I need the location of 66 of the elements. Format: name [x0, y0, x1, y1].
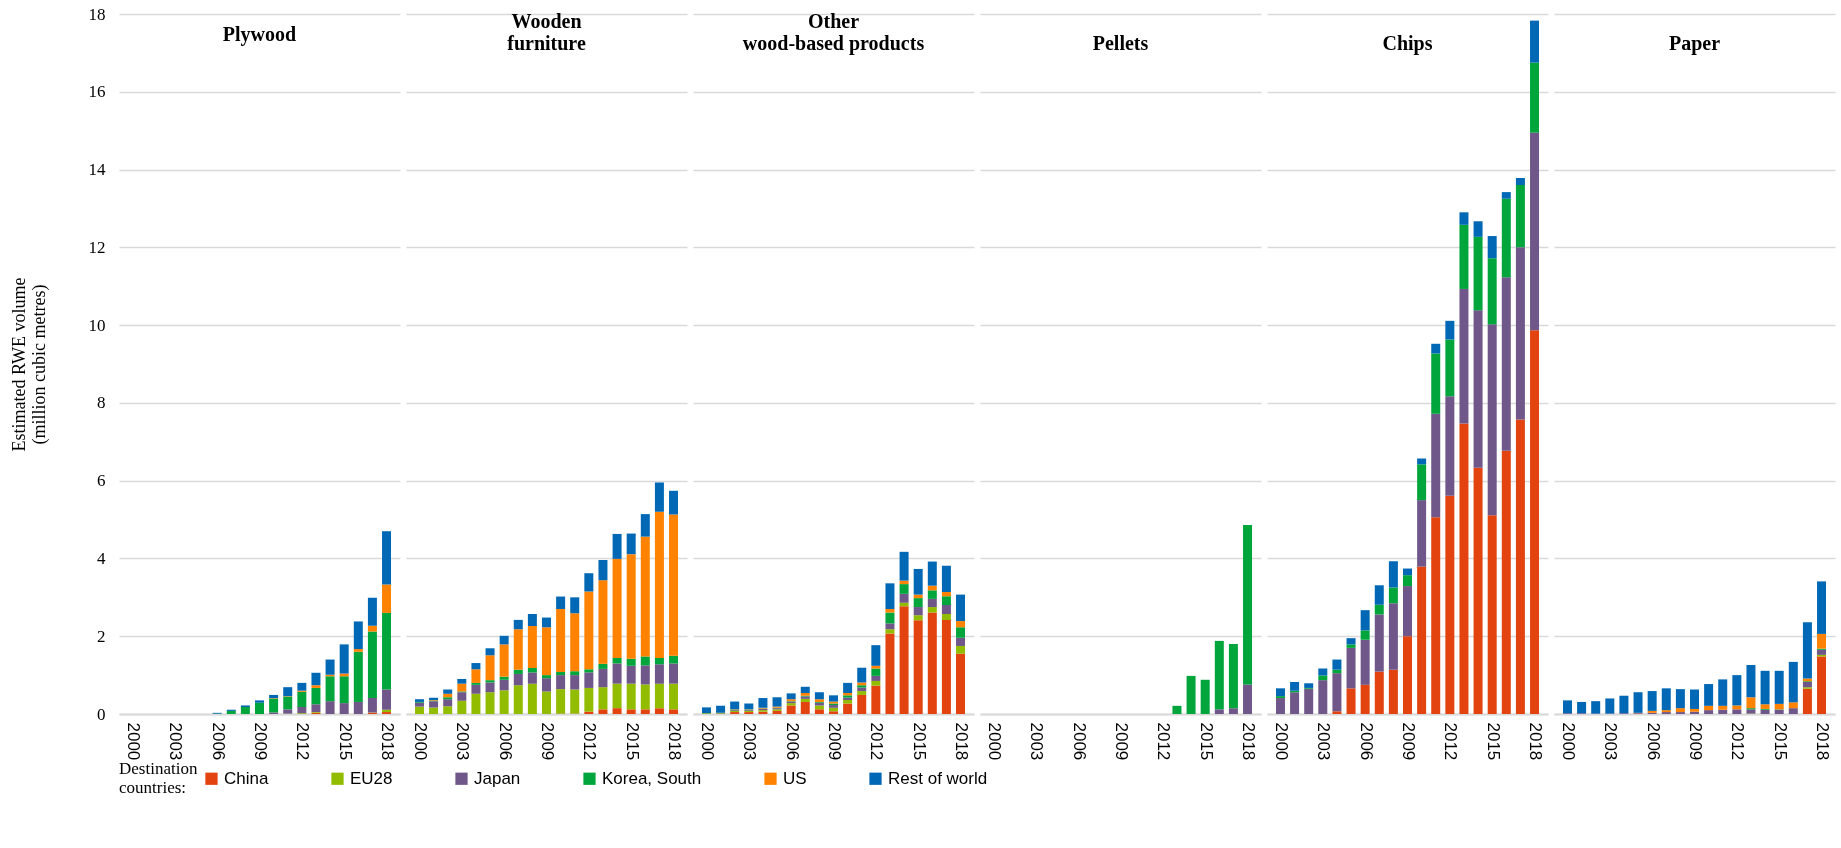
x-tick-label: 2012 [293, 722, 313, 761]
y-tick-label: 4 [97, 548, 106, 568]
x-tick-label: 2012 [1154, 722, 1174, 761]
x-tick-label: 2018 [952, 722, 972, 761]
x-tick-label: 2003 [1027, 722, 1047, 761]
chart-title: Plywood [222, 23, 297, 46]
x-tick-label: 2003 [1601, 722, 1621, 761]
text: Paper [1668, 32, 1721, 55]
chart-title: Wooden furniture [507, 10, 586, 54]
x-tick-label: 2009 [251, 722, 270, 761]
y-tick-label: 16 [88, 82, 106, 102]
x-tick-label: 2012 [580, 722, 600, 761]
legend-label: Korea, South [602, 768, 702, 788]
x-tick-label: 2006 [1356, 722, 1376, 761]
x-tick-label: 2006 [1643, 722, 1663, 761]
text: Chips [1382, 32, 1433, 55]
y-tick-label: 6 [97, 471, 106, 491]
x-tick-label: 2018 [378, 722, 398, 761]
y-axis-title: Estimated RWE volume (million cubic metres) [8, 277, 50, 452]
x-tick-label: 2018 [1813, 722, 1833, 761]
x-tick-label: 2009 [1686, 722, 1705, 761]
x-tick-label: 2015 [1483, 722, 1503, 761]
x-tick-label: 2006 [495, 722, 515, 761]
legend-label: EU28 [350, 768, 393, 788]
x-tick-label: 2009 [538, 722, 557, 761]
legend-label: Rest of world [888, 768, 988, 788]
x-tick-label: 2000 [410, 722, 430, 761]
x-tick-label: 2015 [335, 722, 355, 761]
y-tick-label: 10 [88, 315, 106, 335]
x-tick-label: 2012 [1441, 722, 1461, 761]
x-tick-label: 2015 [1196, 722, 1216, 761]
x-tick-label: 2009 [825, 722, 844, 761]
x-tick-label: 2015 [1770, 722, 1790, 761]
x-tick-label: 2003 [166, 722, 186, 761]
x-tick-label: 2000 [123, 722, 143, 761]
x-tick-label: 2018 [665, 722, 685, 761]
x-tick-label: 2000 [984, 722, 1004, 761]
x-tick-label: 2009 [1399, 722, 1418, 761]
y-tick-label: 12 [88, 237, 106, 257]
chart-title: Other wood-based products [742, 10, 925, 55]
x-tick-label: 2006 [208, 722, 228, 761]
legend-label: China [224, 768, 269, 788]
y-tick-label: 0 [97, 704, 106, 724]
x-tick-label: 2003 [453, 722, 473, 761]
y-tick-label: 8 [97, 393, 106, 413]
x-tick-label: 2000 [1558, 722, 1578, 761]
x-tick-label: 2009 [1112, 722, 1131, 761]
x-tick-label: 2006 [1069, 722, 1089, 761]
x-tick-label: 2006 [782, 722, 802, 761]
x-tick-label: 2000 [1271, 722, 1291, 761]
x-tick-label: 2018 [1526, 722, 1546, 761]
x-tick-label: 2015 [622, 722, 642, 761]
x-tick-label: 2012 [1728, 722, 1748, 761]
text: Pellets [1092, 32, 1149, 54]
legend-title: Destination countries: [119, 759, 198, 797]
x-tick-label: 2018 [1239, 722, 1259, 761]
legend-label: US [783, 768, 807, 788]
x-tick-label: 2015 [909, 722, 929, 761]
x-tick-label: 2000 [697, 722, 717, 761]
y-tick-label: 14 [88, 160, 106, 180]
y-tick-label: 18 [88, 4, 106, 24]
x-tick-label: 2003 [1314, 722, 1334, 761]
x-tick-label: 2012 [867, 722, 887, 761]
legend-label: Japan [474, 768, 521, 788]
x-tick-label: 2003 [740, 722, 760, 761]
y-tick-label: 2 [97, 626, 106, 646]
